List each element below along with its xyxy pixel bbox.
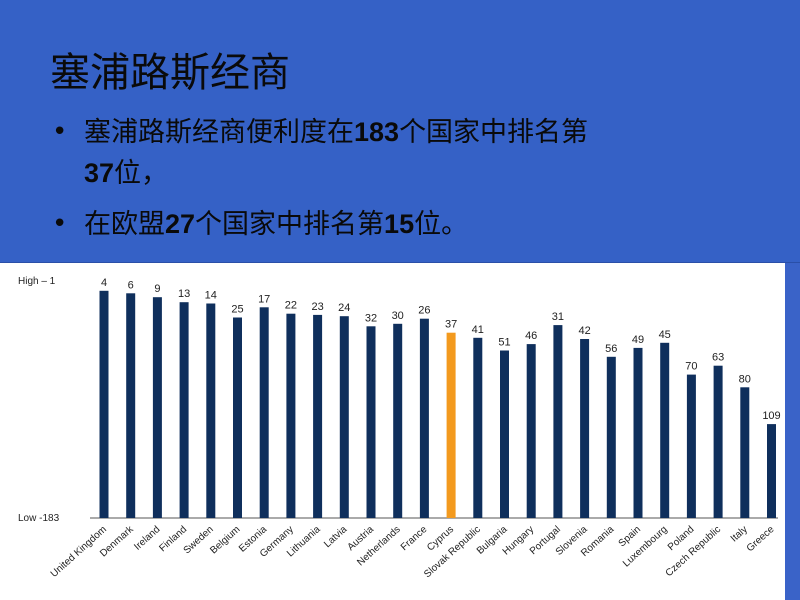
bar-value-label: 23 <box>311 301 323 313</box>
bar-value-label: 30 <box>392 310 404 322</box>
bar <box>713 365 723 518</box>
slide-title: 塞浦路斯经商 <box>50 50 290 96</box>
bar <box>526 344 536 518</box>
bar-value-label: 41 <box>472 324 484 336</box>
bullet-text: 在欧盟 <box>84 209 165 240</box>
bar <box>233 317 242 518</box>
bar <box>313 314 323 518</box>
bar <box>259 307 269 518</box>
bar-value-label: 51 <box>498 337 510 349</box>
bar-value-label: 26 <box>418 305 430 317</box>
bar <box>152 297 162 518</box>
category-label: Ireland <box>132 524 162 553</box>
category-label-group: United KingdomDenmarkIrelandFinlandSwede… <box>49 523 777 580</box>
bar <box>686 374 696 518</box>
bar-value-label: 4 <box>101 277 107 289</box>
bullet-number: 15 <box>384 209 415 239</box>
bar-value-label: 56 <box>605 343 617 355</box>
bar <box>606 356 616 518</box>
bar <box>473 337 483 518</box>
bullet-item: 塞浦路斯经商便利度在183个国家中排名第 37位， <box>48 112 768 194</box>
bar <box>393 323 403 518</box>
bar <box>286 313 296 518</box>
bar-value-label: 70 <box>685 361 697 373</box>
bar <box>500 350 509 518</box>
bar <box>339 316 349 518</box>
category-label: Greece <box>745 524 777 554</box>
bar-value-label: 109 <box>762 410 780 422</box>
bar-value-label: 32 <box>365 312 377 324</box>
bar-value-label: 25 <box>231 304 243 316</box>
y-axis-bottom-label: Low -183 <box>18 513 60 524</box>
bar-value-label: 37 <box>445 319 457 331</box>
bullet-number: 27 <box>165 209 196 239</box>
bar-value-label: 14 <box>205 290 217 302</box>
bar-value-label: 80 <box>739 373 751 385</box>
bullet-text: 位， <box>114 158 169 189</box>
bar <box>553 325 563 518</box>
chart-panel: High – 1 Low -183 4 6 9 13 14 25 17 22 23 24 32 30 2… <box>0 263 785 600</box>
bar <box>179 302 189 518</box>
bar <box>767 424 776 518</box>
slide-edge <box>785 263 800 600</box>
bullet-text: 个国家中排名第 <box>195 209 385 240</box>
bar-value-label: 49 <box>632 334 644 346</box>
bullet-text: 塞浦路斯经商便利度在 <box>84 117 354 148</box>
bar-value-label: 22 <box>285 300 297 312</box>
bar <box>419 318 429 518</box>
bar <box>580 339 590 518</box>
category-label: Belgium <box>208 524 242 556</box>
bar-value-label: 42 <box>578 325 590 337</box>
bullet-text: 位。 <box>414 209 469 240</box>
bar <box>366 326 376 518</box>
bar <box>126 293 136 518</box>
bar-value-label: 17 <box>258 293 270 305</box>
bar-value-label: 6 <box>128 279 134 291</box>
bar <box>99 290 109 518</box>
bullet-item: 在欧盟27个国家中排名第15位。 <box>48 204 768 245</box>
bullet-number: 37 <box>84 158 115 188</box>
bullet-number: 183 <box>354 117 400 147</box>
bar <box>740 387 750 518</box>
bar <box>633 347 643 518</box>
bar <box>206 303 216 518</box>
bar-value-label: 31 <box>552 311 564 323</box>
bar <box>660 342 670 518</box>
bar-value-label: 9 <box>154 283 160 295</box>
category-label: France <box>399 524 430 553</box>
bullet-text: 个国家中排名第 <box>399 117 589 148</box>
category-label: Italy <box>729 524 750 544</box>
bar-value-label: 63 <box>712 352 724 364</box>
bar-group <box>99 290 776 518</box>
y-axis-top-label: High – 1 <box>18 276 56 287</box>
bar-value-label: 24 <box>338 302 350 314</box>
bar-value-label: 13 <box>178 288 190 300</box>
bar-value-label: 46 <box>525 330 537 342</box>
bar <box>446 332 456 518</box>
bar-value-label: 45 <box>659 329 671 341</box>
